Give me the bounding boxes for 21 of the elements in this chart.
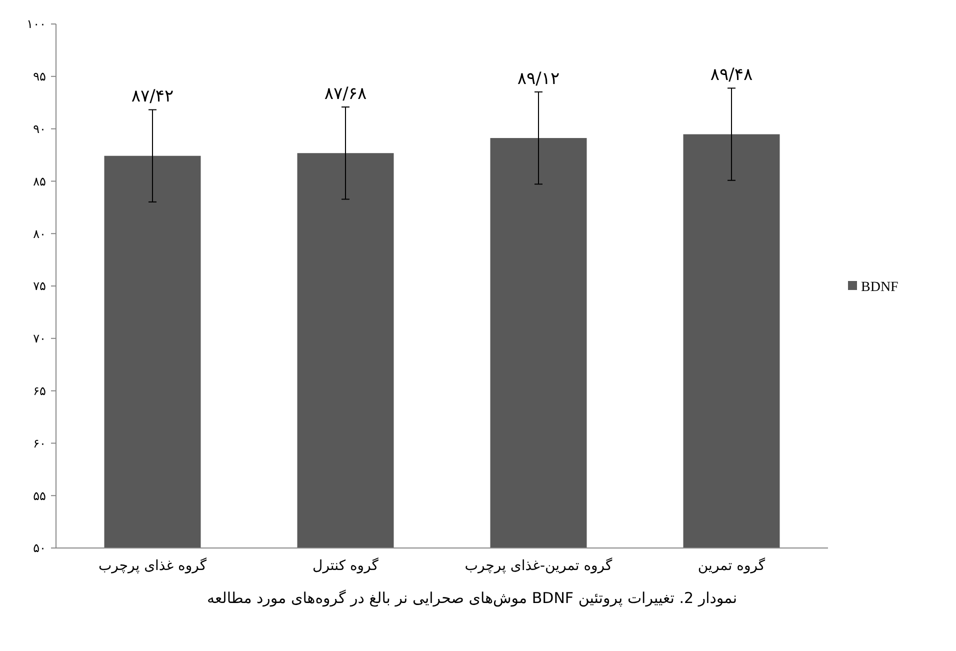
y-tick-label: ۸۰ (33, 226, 46, 241)
y-tick-label: ۵۰ (33, 541, 46, 556)
y-tick-label: ۶۵ (33, 384, 46, 398)
y-tick-label: ۹۵ (33, 70, 46, 84)
legend-label: BDNF (861, 280, 899, 295)
data-label: ۸۷/۴۲ (131, 86, 174, 107)
x-tick-label: گروه تمرین-غذای پرچرب (464, 557, 613, 574)
text: نمودار 2. تغییرات پروتئین BDNF موش‌های صحرایی نر بالغ در گروه‌های مورد مطالعه (206, 589, 738, 607)
data-label: ۸۹/۱۲ (517, 68, 560, 89)
y-tick-label: ۸۵ (33, 174, 46, 188)
data-label: ۸۷/۶۸ (324, 84, 367, 104)
y-tick-label: ۷۰ (33, 332, 46, 346)
y-tick-label: ۱۰۰ (26, 17, 46, 32)
x-tick-label: گروه کنترل (312, 557, 379, 574)
y-tick-label: ۹۰ (33, 122, 46, 136)
y-tick-label: ۷۵ (33, 279, 46, 294)
x-tick-label: گروه تمرین (698, 557, 766, 574)
y-tick-label: ۵۵ (33, 488, 46, 503)
x-tick-label: گروه غذای پرچرب (98, 557, 207, 574)
data-label: ۸۹/۴۸ (710, 65, 753, 86)
y-tick-label: ۶۰ (33, 436, 46, 450)
